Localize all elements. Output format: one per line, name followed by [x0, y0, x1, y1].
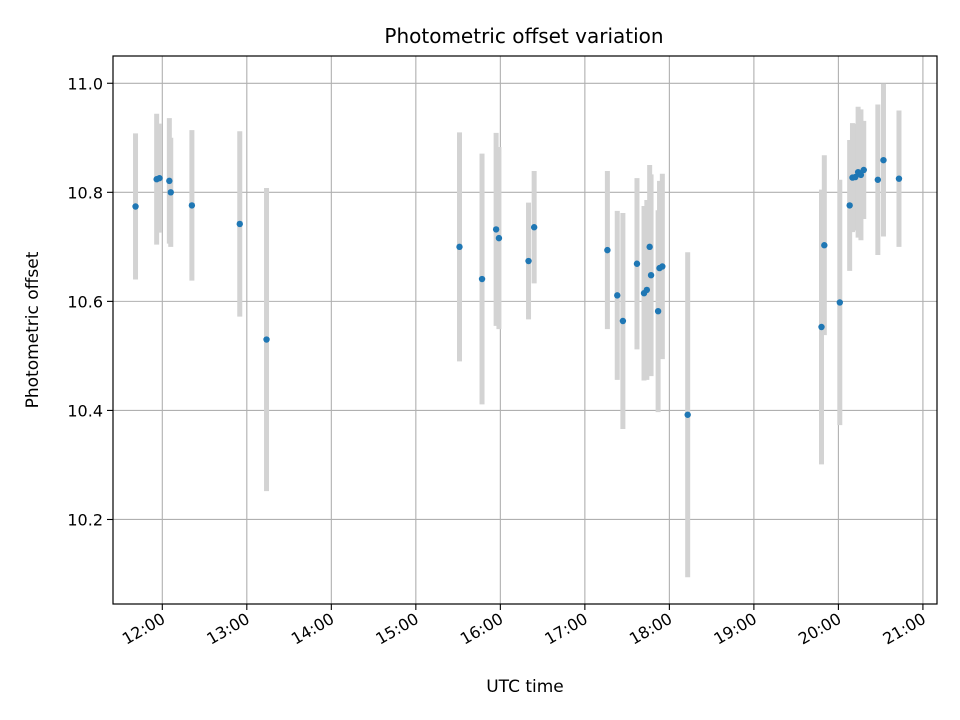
data-point — [647, 272, 655, 279]
x-axis: 12:00 13:00 14:00 15:00 16:00 17:00 18:00 19:00… — [119, 604, 929, 649]
data-point — [166, 177, 173, 185]
x-axis-label: UTC time — [486, 677, 564, 697]
plot-frame — [112, 55, 938, 605]
y-tick-label: 10.2 — [67, 510, 103, 529]
x-tick-label: 17:00 — [541, 609, 590, 649]
grid — [113, 56, 937, 604]
data-point — [821, 242, 828, 249]
x-tick-label: 12:00 — [119, 609, 168, 649]
data-point — [684, 411, 691, 418]
data-point — [167, 189, 174, 196]
data-point — [659, 263, 666, 270]
y-tick-label: 11.0 — [67, 74, 103, 93]
data-point — [852, 173, 859, 181]
x-tick-label: 15:00 — [372, 609, 421, 649]
data-point — [818, 323, 825, 331]
data-point — [860, 166, 867, 174]
data-point — [478, 275, 486, 283]
x-tick-label: 14:00 — [288, 609, 337, 649]
data-point — [263, 336, 270, 343]
data-point — [614, 292, 621, 299]
x-tick-label: 19:00 — [710, 609, 759, 649]
x-tick-label: 13:00 — [203, 609, 252, 649]
y-axis: 10.2 10.4 10.6 10.8 11.0 — [67, 74, 113, 529]
data-point — [646, 243, 653, 251]
x-tick-label: 20:00 — [795, 609, 844, 649]
error-bars — [133, 83, 902, 578]
data-point — [633, 260, 641, 267]
data-point — [132, 203, 139, 210]
data-point — [604, 246, 611, 254]
data-point — [874, 176, 882, 183]
data-point — [619, 317, 627, 325]
x-tick-label: 18:00 — [626, 609, 675, 649]
chart-title: Photometric offset variation — [384, 24, 663, 48]
y-tick-label: 10.8 — [67, 183, 103, 202]
data-point — [530, 224, 538, 231]
data-point — [895, 175, 903, 182]
data-point — [456, 243, 463, 251]
data-point — [880, 156, 887, 164]
data-point — [188, 202, 196, 209]
data-point — [236, 220, 243, 228]
data-point — [857, 171, 865, 179]
x-tick-label: 21:00 — [879, 609, 928, 649]
data-point — [654, 307, 662, 315]
data-point — [836, 299, 844, 306]
x-tick-label: 16:00 — [457, 609, 506, 649]
data-point — [156, 174, 163, 182]
y-axis-label: Photometric offset — [23, 251, 43, 408]
data-point — [492, 226, 500, 233]
data-point — [495, 234, 503, 242]
data-point — [525, 257, 532, 265]
data-point — [846, 202, 853, 209]
data-points — [132, 156, 903, 418]
y-tick-label: 10.4 — [67, 401, 103, 420]
y-tick-label: 10.6 — [67, 292, 103, 311]
data-point — [643, 286, 651, 294]
